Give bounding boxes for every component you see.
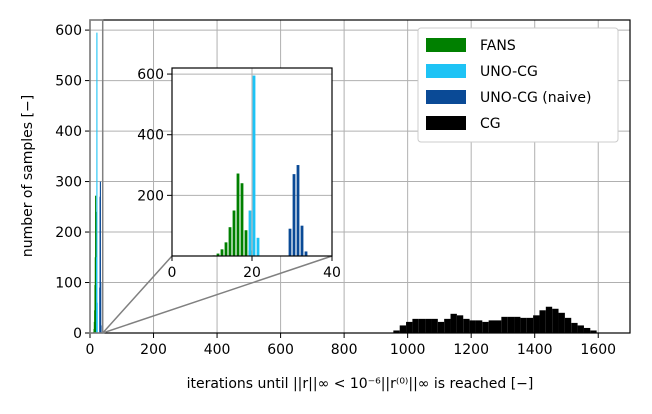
bar: [444, 318, 451, 333]
legend-label-cg: CG: [480, 116, 501, 132]
inset-x-tick-label: 0: [168, 265, 177, 281]
bar: [418, 318, 426, 333]
bar: [100, 282, 102, 333]
legend-swatch-fans: [426, 38, 466, 52]
bar: [96, 302, 98, 333]
inset-bar: [252, 75, 256, 256]
x-tick-label: 400: [204, 342, 231, 358]
bar: [456, 315, 464, 333]
legend-box: [417, 27, 619, 143]
inset-bar: [216, 253, 220, 256]
y-tick-label: 500: [55, 74, 82, 90]
x-tick-label: 800: [331, 342, 358, 358]
bar: [564, 317, 572, 333]
bar: [412, 318, 419, 333]
inset-bar: [304, 251, 308, 256]
legend-swatch-uno-cg: [426, 64, 466, 78]
main-x-ticks: 0 200 400 600 800 1000 1200 1400 1600: [86, 333, 616, 358]
inset-y-tick-label: 200: [137, 188, 164, 204]
legend-label-uno-cg: UNO-CG: [480, 64, 538, 80]
y-tick-label: 100: [55, 276, 82, 292]
bar: [571, 322, 578, 333]
bar: [450, 313, 457, 333]
inset-x-tick-label: 20: [243, 265, 261, 281]
bar: [482, 321, 489, 333]
zoom-region: [89, 19, 104, 334]
bar: [552, 308, 559, 333]
bar: [558, 312, 565, 333]
y-tick-label: 600: [55, 23, 82, 39]
bar: [475, 320, 483, 333]
x-tick-label: 0: [86, 342, 95, 358]
bar: [520, 317, 527, 333]
zoom-connector: [102, 255, 173, 334]
y-tick-label: 0: [73, 326, 82, 342]
inset-bar: [232, 210, 236, 256]
bar: [463, 318, 470, 333]
inset-bar: [236, 173, 240, 256]
bar: [501, 316, 508, 333]
bar: [533, 315, 540, 333]
inset-bar: [292, 174, 296, 256]
inset-bar: [288, 228, 292, 256]
x-axis-label: iterations until ||r||∞ < 10⁻⁶||r⁽⁰⁾||∞ …: [187, 376, 534, 392]
y-axis-label: number of samples [−]: [20, 95, 36, 257]
bar: [495, 320, 502, 333]
inset-bar: [224, 242, 228, 256]
bar: [399, 325, 407, 333]
bar: [100, 325, 102, 333]
main-bars: [93, 32, 597, 333]
inset-y-tick-label: 600: [137, 67, 164, 83]
legend-label-fans: FANS: [480, 38, 516, 54]
x-tick-label: 1000: [390, 342, 426, 358]
x-tick-label: 600: [267, 342, 294, 358]
bar: [406, 321, 413, 333]
legend-swatch-cg: [426, 116, 466, 130]
bar: [526, 317, 534, 333]
zoom-indicator: [89, 19, 333, 334]
y-tick-label: 200: [55, 225, 82, 241]
x-tick-label: 200: [140, 342, 167, 358]
y-tick-label: 400: [55, 124, 82, 140]
inset-bar: [256, 237, 260, 256]
bar: [431, 318, 438, 333]
x-tick-label: 1600: [580, 342, 616, 358]
bar: [514, 316, 521, 333]
inset-bars: [212, 75, 308, 256]
bar: [95, 211, 97, 333]
legend-swatch-uno-cg-naive: [426, 90, 466, 104]
legend-label-uno-cg-naive: UNO-CG (naive): [480, 90, 591, 106]
bar: [96, 32, 98, 333]
x-tick-label: 1400: [517, 342, 553, 358]
main-y-ticks: 0 100 200 300 400 500 600: [55, 23, 90, 342]
x-tick-label: 1200: [453, 342, 489, 358]
inset-bar: [240, 183, 244, 256]
inset-bar: [220, 249, 224, 256]
zoom-connector: [102, 255, 333, 334]
inset-x-tick-label: 40: [323, 265, 341, 281]
bar: [539, 310, 546, 333]
inset-bar: [248, 210, 252, 256]
bar: [577, 325, 584, 333]
inset-bar: [300, 225, 304, 256]
bar: [425, 318, 432, 333]
bar: [507, 316, 515, 333]
bar: [393, 330, 400, 333]
inset-bar: [296, 165, 300, 256]
inset-y-tick-label: 400: [137, 128, 164, 144]
inset-bar: [244, 230, 248, 256]
inset-y-ticks: 200 400 600: [137, 67, 172, 204]
bar: [545, 306, 553, 333]
inset-x-ticks: 0 20 40: [168, 256, 341, 281]
bar: [469, 320, 476, 333]
bar: [488, 320, 495, 333]
bar: [437, 321, 445, 333]
y-tick-label: 300: [55, 175, 82, 191]
bar: [583, 327, 591, 333]
legend: FANS UNO-CG UNO-CG (naive) CG: [417, 27, 619, 143]
inset-bar: [228, 227, 232, 256]
bar: [99, 181, 101, 333]
bar: [590, 330, 597, 333]
